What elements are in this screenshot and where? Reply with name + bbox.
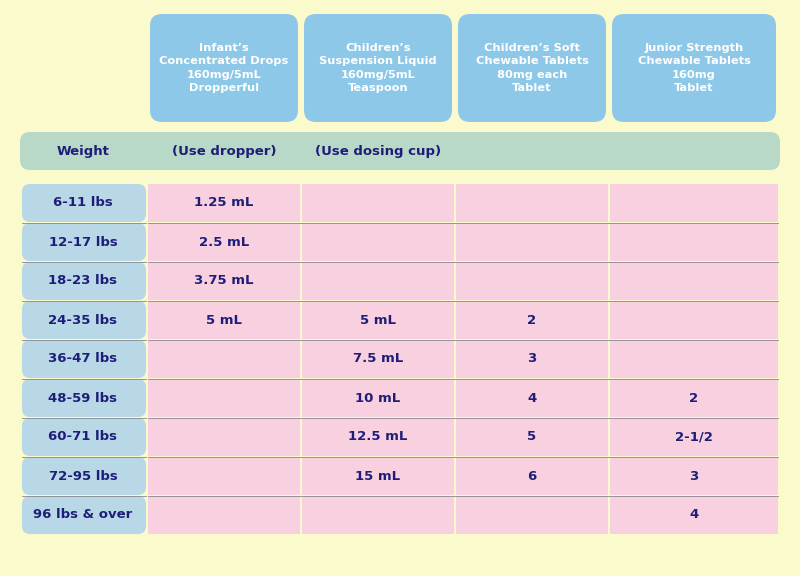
Text: 2: 2 xyxy=(690,392,698,404)
Text: (Use dropper): (Use dropper) xyxy=(172,145,276,157)
Text: 48-59 lbs: 48-59 lbs xyxy=(49,392,118,404)
Text: 3: 3 xyxy=(690,469,698,483)
Text: 96 lbs & over: 96 lbs & over xyxy=(34,509,133,521)
Text: Weight: Weight xyxy=(57,145,110,157)
FancyBboxPatch shape xyxy=(22,262,146,300)
Bar xyxy=(456,457,608,495)
Text: Children’s Soft
Chewable Tablets
80mg each
Tablet: Children’s Soft Chewable Tablets 80mg ea… xyxy=(475,43,589,93)
Bar xyxy=(456,262,608,300)
Text: 6: 6 xyxy=(527,469,537,483)
Bar xyxy=(148,262,300,300)
Bar xyxy=(610,262,778,300)
Text: 4: 4 xyxy=(527,392,537,404)
Text: 3: 3 xyxy=(527,353,537,366)
FancyBboxPatch shape xyxy=(22,184,146,222)
Text: 4: 4 xyxy=(690,509,698,521)
Bar xyxy=(610,418,778,456)
Text: Junior Strength
Chewable Tablets
160mg
Tablet: Junior Strength Chewable Tablets 160mg T… xyxy=(638,43,750,93)
Text: 2.5 mL: 2.5 mL xyxy=(199,236,249,248)
Text: (Use dosing cup): (Use dosing cup) xyxy=(315,145,441,157)
FancyBboxPatch shape xyxy=(22,457,146,495)
Bar xyxy=(302,457,454,495)
Text: 2-1/2: 2-1/2 xyxy=(675,430,713,444)
Bar xyxy=(148,418,300,456)
Bar xyxy=(610,184,778,222)
Text: 12.5 mL: 12.5 mL xyxy=(348,430,408,444)
FancyBboxPatch shape xyxy=(22,340,146,378)
Text: 12-17 lbs: 12-17 lbs xyxy=(49,236,118,248)
Bar xyxy=(302,262,454,300)
Text: 60-71 lbs: 60-71 lbs xyxy=(49,430,118,444)
Bar xyxy=(148,184,300,222)
Bar xyxy=(302,223,454,261)
FancyBboxPatch shape xyxy=(150,14,298,122)
FancyBboxPatch shape xyxy=(22,301,146,339)
Bar xyxy=(456,301,608,339)
Bar xyxy=(148,301,300,339)
Bar xyxy=(302,340,454,378)
FancyBboxPatch shape xyxy=(20,132,780,170)
Text: 1.25 mL: 1.25 mL xyxy=(194,196,254,210)
Text: 15 mL: 15 mL xyxy=(355,469,401,483)
Bar xyxy=(610,379,778,417)
Text: 18-23 lbs: 18-23 lbs xyxy=(49,275,118,287)
FancyBboxPatch shape xyxy=(612,14,776,122)
Text: 24-35 lbs: 24-35 lbs xyxy=(49,313,118,327)
Bar xyxy=(148,379,300,417)
Bar xyxy=(302,379,454,417)
Bar xyxy=(148,457,300,495)
Bar xyxy=(610,223,778,261)
Bar xyxy=(456,184,608,222)
Bar xyxy=(148,340,300,378)
Text: Infant’s
Concentrated Drops
160mg/5mL
Dropperful: Infant’s Concentrated Drops 160mg/5mL Dr… xyxy=(159,43,289,93)
Text: 6-11 lbs: 6-11 lbs xyxy=(53,196,113,210)
Text: 2: 2 xyxy=(527,313,537,327)
Text: Children’s
Suspension Liquid
160mg/5mL
Teaspoon: Children’s Suspension Liquid 160mg/5mL T… xyxy=(319,43,437,93)
FancyBboxPatch shape xyxy=(304,14,452,122)
FancyBboxPatch shape xyxy=(22,418,146,456)
FancyBboxPatch shape xyxy=(458,14,606,122)
Bar xyxy=(456,379,608,417)
Text: 72-95 lbs: 72-95 lbs xyxy=(49,469,118,483)
Text: 5 mL: 5 mL xyxy=(360,313,396,327)
Bar xyxy=(302,301,454,339)
Bar xyxy=(610,340,778,378)
Bar xyxy=(148,223,300,261)
Bar xyxy=(302,496,454,534)
Bar xyxy=(456,496,608,534)
Bar xyxy=(148,496,300,534)
Text: 5: 5 xyxy=(527,430,537,444)
FancyBboxPatch shape xyxy=(22,496,146,534)
Bar xyxy=(456,340,608,378)
Bar xyxy=(302,184,454,222)
Text: 10 mL: 10 mL xyxy=(355,392,401,404)
Text: 7.5 mL: 7.5 mL xyxy=(353,353,403,366)
Text: 5 mL: 5 mL xyxy=(206,313,242,327)
Bar xyxy=(302,418,454,456)
Text: 36-47 lbs: 36-47 lbs xyxy=(49,353,118,366)
Bar xyxy=(610,496,778,534)
Bar xyxy=(610,457,778,495)
Bar xyxy=(456,223,608,261)
FancyBboxPatch shape xyxy=(22,223,146,261)
Bar xyxy=(610,301,778,339)
Text: 3.75 mL: 3.75 mL xyxy=(194,275,254,287)
FancyBboxPatch shape xyxy=(22,379,146,417)
Bar xyxy=(456,418,608,456)
